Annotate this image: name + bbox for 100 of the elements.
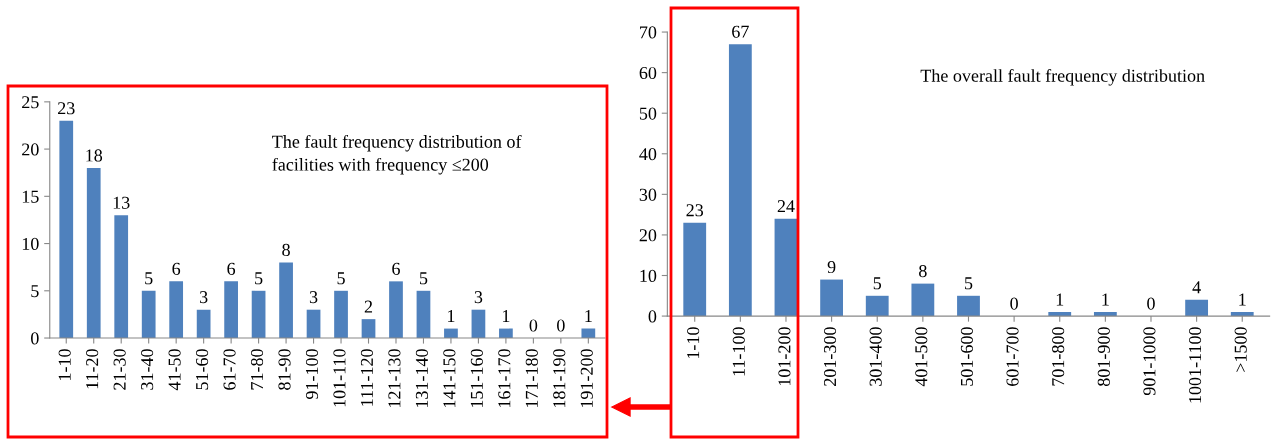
y-tick-label: 20 bbox=[22, 143, 39, 156]
y-tick-label: 10 bbox=[22, 237, 39, 250]
x-tick-label: 1001-1100 bbox=[1188, 327, 1202, 403]
annotation: The overall fault frequency distribution bbox=[920, 68, 1205, 86]
bar bbox=[728, 44, 752, 317]
data-label: 67 bbox=[732, 25, 749, 38]
y-tick-label: 5 bbox=[31, 285, 39, 298]
data-label: 0 bbox=[1010, 297, 1018, 310]
y-tick-label: 60 bbox=[639, 66, 657, 80]
x-tick-label: 601-700 bbox=[1006, 327, 1019, 386]
bar bbox=[683, 222, 707, 317]
y-tick-label: 15 bbox=[22, 190, 39, 203]
data-label: 5 bbox=[873, 277, 882, 290]
bar bbox=[86, 167, 101, 339]
bar bbox=[224, 281, 238, 339]
data-label: 5 bbox=[965, 277, 973, 290]
bar bbox=[1185, 299, 1209, 317]
bar bbox=[59, 120, 74, 339]
bar bbox=[279, 262, 293, 339]
x-tick-label: >1500 bbox=[1234, 327, 1247, 372]
x-tick-label: 701-800 bbox=[1052, 327, 1065, 386]
data-label: 5 bbox=[337, 272, 345, 285]
y-tick-label: 25 bbox=[22, 96, 39, 109]
data-label: 8 bbox=[919, 264, 927, 278]
x-tick-label: 181-190 bbox=[553, 349, 566, 408]
bar bbox=[169, 281, 184, 339]
x-tick-label: 101-110 bbox=[333, 349, 346, 407]
x-tick-label: 191-200 bbox=[580, 349, 593, 408]
data-label: 8 bbox=[282, 243, 290, 257]
data-label: 18 bbox=[86, 149, 103, 162]
x-tick-label: 501-600 bbox=[960, 327, 973, 386]
x-tick-label: 131-140 bbox=[415, 349, 428, 408]
bar bbox=[196, 309, 211, 339]
x-tick-label: 151-160 bbox=[470, 349, 483, 408]
x-tick-label: 11-20 bbox=[86, 349, 99, 389]
y-tick-label: 70 bbox=[640, 26, 657, 39]
bar bbox=[306, 309, 321, 339]
y-tick-label: 50 bbox=[639, 107, 657, 120]
y-tick-label: 0 bbox=[648, 310, 657, 323]
data-label: 1 bbox=[585, 310, 592, 322]
data-label: 5 bbox=[145, 272, 153, 285]
bar bbox=[957, 295, 980, 317]
x-tick-label: 201-300 bbox=[823, 327, 837, 386]
y-tick-label: 30 bbox=[639, 188, 657, 201]
bar bbox=[114, 215, 129, 339]
data-label: 6 bbox=[392, 262, 400, 275]
bar bbox=[911, 283, 935, 317]
x-tick-label: 61-70 bbox=[223, 349, 236, 390]
data-label: 3 bbox=[474, 291, 483, 304]
data-label: 0 bbox=[1147, 297, 1155, 310]
data-label: 6 bbox=[227, 262, 236, 275]
bar bbox=[141, 290, 156, 339]
y-tick-label: 10 bbox=[640, 269, 657, 282]
x-tick-label: 801-900 bbox=[1097, 327, 1110, 386]
data-label: 1 bbox=[448, 310, 455, 322]
x-tick-label: 401-500 bbox=[915, 327, 928, 387]
x-tick-label: 101-200 bbox=[778, 327, 791, 386]
x-tick-label: 171-180 bbox=[525, 349, 538, 408]
x-tick-label: 111-120 bbox=[360, 349, 374, 406]
x-tick-label: 31-40 bbox=[141, 349, 154, 390]
bar bbox=[820, 279, 844, 317]
data-label: 4 bbox=[1192, 281, 1201, 294]
data-label: 1 bbox=[1102, 293, 1109, 306]
bar bbox=[865, 295, 889, 317]
data-label: 3 bbox=[199, 291, 208, 304]
data-label: 6 bbox=[172, 262, 181, 275]
data-label: 5 bbox=[255, 272, 263, 285]
data-label: 13 bbox=[113, 196, 130, 209]
x-tick-label: 121-130 bbox=[388, 349, 401, 408]
data-label: 0 bbox=[557, 319, 565, 332]
data-label: 3 bbox=[309, 291, 318, 304]
x-tick-label: 1-10 bbox=[58, 349, 71, 380]
x-tick-label: 81-90 bbox=[278, 349, 291, 390]
bar bbox=[774, 218, 798, 317]
x-tick-label: 161-170 bbox=[498, 349, 511, 408]
data-label: 23 bbox=[58, 102, 75, 115]
bar bbox=[389, 281, 403, 339]
data-label: 1 bbox=[1056, 293, 1064, 306]
bar bbox=[251, 290, 266, 339]
x-tick-label: 141-150 bbox=[443, 349, 456, 408]
data-label: 1 bbox=[1239, 293, 1246, 306]
data-label: 0 bbox=[529, 319, 538, 332]
x-tick-label: 1-10 bbox=[687, 327, 700, 358]
data-label: 23 bbox=[686, 204, 704, 217]
data-label: 1 bbox=[502, 310, 510, 322]
x-tick-label: 11-100 bbox=[732, 327, 745, 376]
bar bbox=[361, 319, 376, 339]
data-label: 24 bbox=[777, 200, 795, 213]
bar bbox=[416, 290, 431, 339]
data-label: 9 bbox=[827, 260, 836, 274]
x-tick-label: 71-80 bbox=[250, 349, 264, 390]
data-label: 5 bbox=[420, 272, 428, 285]
x-tick-label: 901-1000 bbox=[1143, 327, 1156, 396]
x-tick-label: 301-400 bbox=[869, 327, 882, 386]
bar bbox=[334, 290, 348, 339]
annotation: The fault frequency distribution of facilities with frequency ≤200 bbox=[272, 134, 522, 175]
x-tick-label: 51-60 bbox=[195, 349, 209, 390]
x-tick-label: 21-30 bbox=[113, 349, 126, 390]
y-tick-label: 20 bbox=[639, 229, 657, 242]
y-tick-label: 0 bbox=[31, 332, 39, 345]
